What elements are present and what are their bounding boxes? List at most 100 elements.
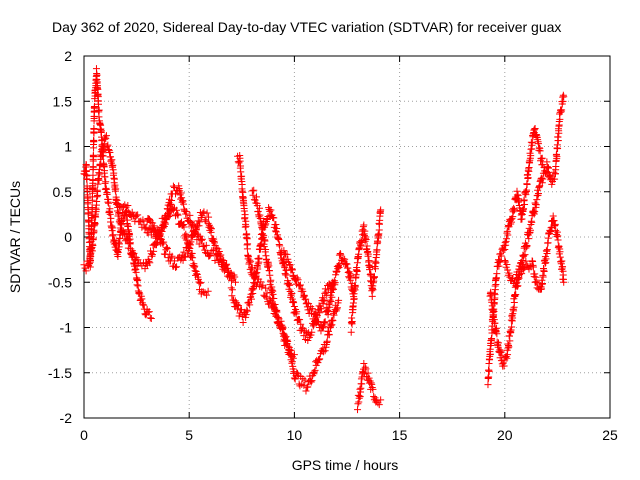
data-point-arc-8 (301, 292, 309, 300)
data-point-arc-8 (330, 285, 338, 293)
data-point-arc-13 (538, 174, 546, 182)
data-point-arc-7 (333, 304, 341, 312)
data-point-arc-4 (153, 226, 161, 234)
data-point-arc-13 (511, 277, 519, 285)
data-point-arc-11 (538, 154, 546, 162)
data-point-arc-11 (523, 181, 531, 189)
data-point-arc-5 (234, 158, 242, 166)
data-point-arc-12 (523, 261, 531, 269)
data-point-arc-3 (180, 248, 188, 256)
data-point-arc-2 (112, 185, 120, 193)
data-point-arc-3 (122, 203, 130, 211)
data-point-arc-8 (280, 247, 288, 255)
data-point-arc-12 (538, 285, 546, 293)
data-point-arc-12 (503, 354, 511, 362)
data-point-arc-13 (554, 145, 562, 153)
data-point-arc-6 (273, 225, 281, 233)
data-point-arc-3 (204, 219, 212, 227)
data-point-arc-6 (304, 336, 312, 344)
data-point-arc-1 (95, 106, 103, 114)
data-point-arc-4 (208, 247, 216, 255)
data-point-arc-5 (244, 240, 252, 248)
data-point-arc-10 (354, 400, 362, 408)
data-point-arc-8 (327, 298, 335, 306)
data-point-arc-6 (283, 271, 291, 279)
data-point-arc-7 (307, 378, 315, 386)
data-point-arc-11 (534, 140, 542, 148)
data-point-arc-4 (191, 227, 199, 235)
data-point-arc-7 (311, 366, 319, 374)
data-point-arc-4 (227, 269, 235, 277)
data-point-arc-13 (523, 242, 531, 250)
data-point-arc-3 (187, 238, 195, 246)
data-point-arc-12 (522, 257, 530, 265)
data-point-arc-11 (488, 335, 496, 343)
data-point-arc-8 (321, 318, 329, 326)
data-point-arc-6 (228, 292, 236, 300)
data-point-arc-8 (324, 307, 332, 315)
data-point-arc-4 (213, 252, 221, 260)
data-point-arc-2 (145, 257, 153, 265)
data-point-arc-13 (512, 282, 520, 290)
data-point-arc-2 (110, 175, 118, 183)
data-point-arc-6 (243, 306, 251, 314)
data-point-arc-7 (329, 317, 337, 325)
data-point-arc-9 (358, 237, 366, 245)
data-point-arc-11 (528, 139, 536, 147)
data-point-arc-4 (222, 261, 230, 269)
data-point-arc-8 (296, 281, 304, 289)
data-point-arc-3 (181, 253, 189, 261)
x-tick-label: 20 (497, 427, 513, 443)
data-point-arc-13 (556, 115, 564, 123)
data-point-arc-10 (360, 359, 368, 367)
data-point-arc-7 (315, 356, 323, 364)
data-point-arc-6 (234, 305, 242, 313)
data-point-arc-4 (158, 227, 166, 235)
data-point-arc-9 (351, 283, 359, 291)
data-point-arc-4 (220, 257, 228, 265)
data-point-arc-4 (185, 217, 193, 225)
data-point-arc-3 (184, 250, 192, 258)
data-point-arc-1 (84, 206, 92, 214)
data-point-arc-10 (375, 401, 383, 409)
data-point-arc-8 (300, 291, 308, 299)
data-point-arc-12 (526, 262, 534, 270)
data-point-arc-5 (242, 222, 250, 230)
data-point-arc-11 (510, 206, 518, 214)
data-point-arc-13 (559, 97, 567, 105)
data-point-arc-3 (142, 223, 150, 231)
data-point-arc-8 (319, 322, 327, 330)
data-point-arc-7 (250, 186, 258, 194)
data-point-arc-12 (493, 330, 501, 338)
data-point-arc-5 (262, 284, 270, 292)
data-point-arc-8 (308, 305, 316, 313)
data-point-arc-10 (368, 380, 376, 388)
data-point-arc-11 (488, 329, 496, 337)
data-point-arc-7 (320, 348, 328, 356)
data-point-arc-4 (192, 225, 200, 233)
data-point-arc-10 (361, 363, 369, 371)
data-point-arc-12 (512, 291, 520, 299)
data-point-arc-7 (310, 368, 318, 376)
data-point-arc-2 (126, 240, 134, 248)
data-point-arc-3 (208, 225, 216, 233)
data-point-arc-4 (159, 224, 167, 232)
data-point-arc-4 (150, 222, 158, 230)
data-point-arc-12 (531, 270, 539, 278)
data-point-arc-7 (296, 382, 304, 390)
data-point-arc-13 (555, 129, 563, 137)
data-point-arc-2 (91, 219, 99, 227)
data-point-arc-3 (123, 207, 131, 215)
data-point-arc-2 (150, 247, 158, 255)
y-axis-label: SDTVAR / TECUs (7, 181, 23, 293)
data-point-arc-8 (286, 261, 294, 269)
data-point-arc-6 (235, 312, 243, 320)
data-point-arc-4 (228, 277, 236, 285)
data-point-arc-1 (101, 179, 109, 187)
data-point-arc-6 (228, 286, 236, 294)
data-point-arc-6 (250, 274, 258, 282)
data-point-arc-13 (518, 265, 526, 273)
data-point-arc-9 (347, 328, 355, 336)
data-point-arc-7 (279, 324, 287, 332)
